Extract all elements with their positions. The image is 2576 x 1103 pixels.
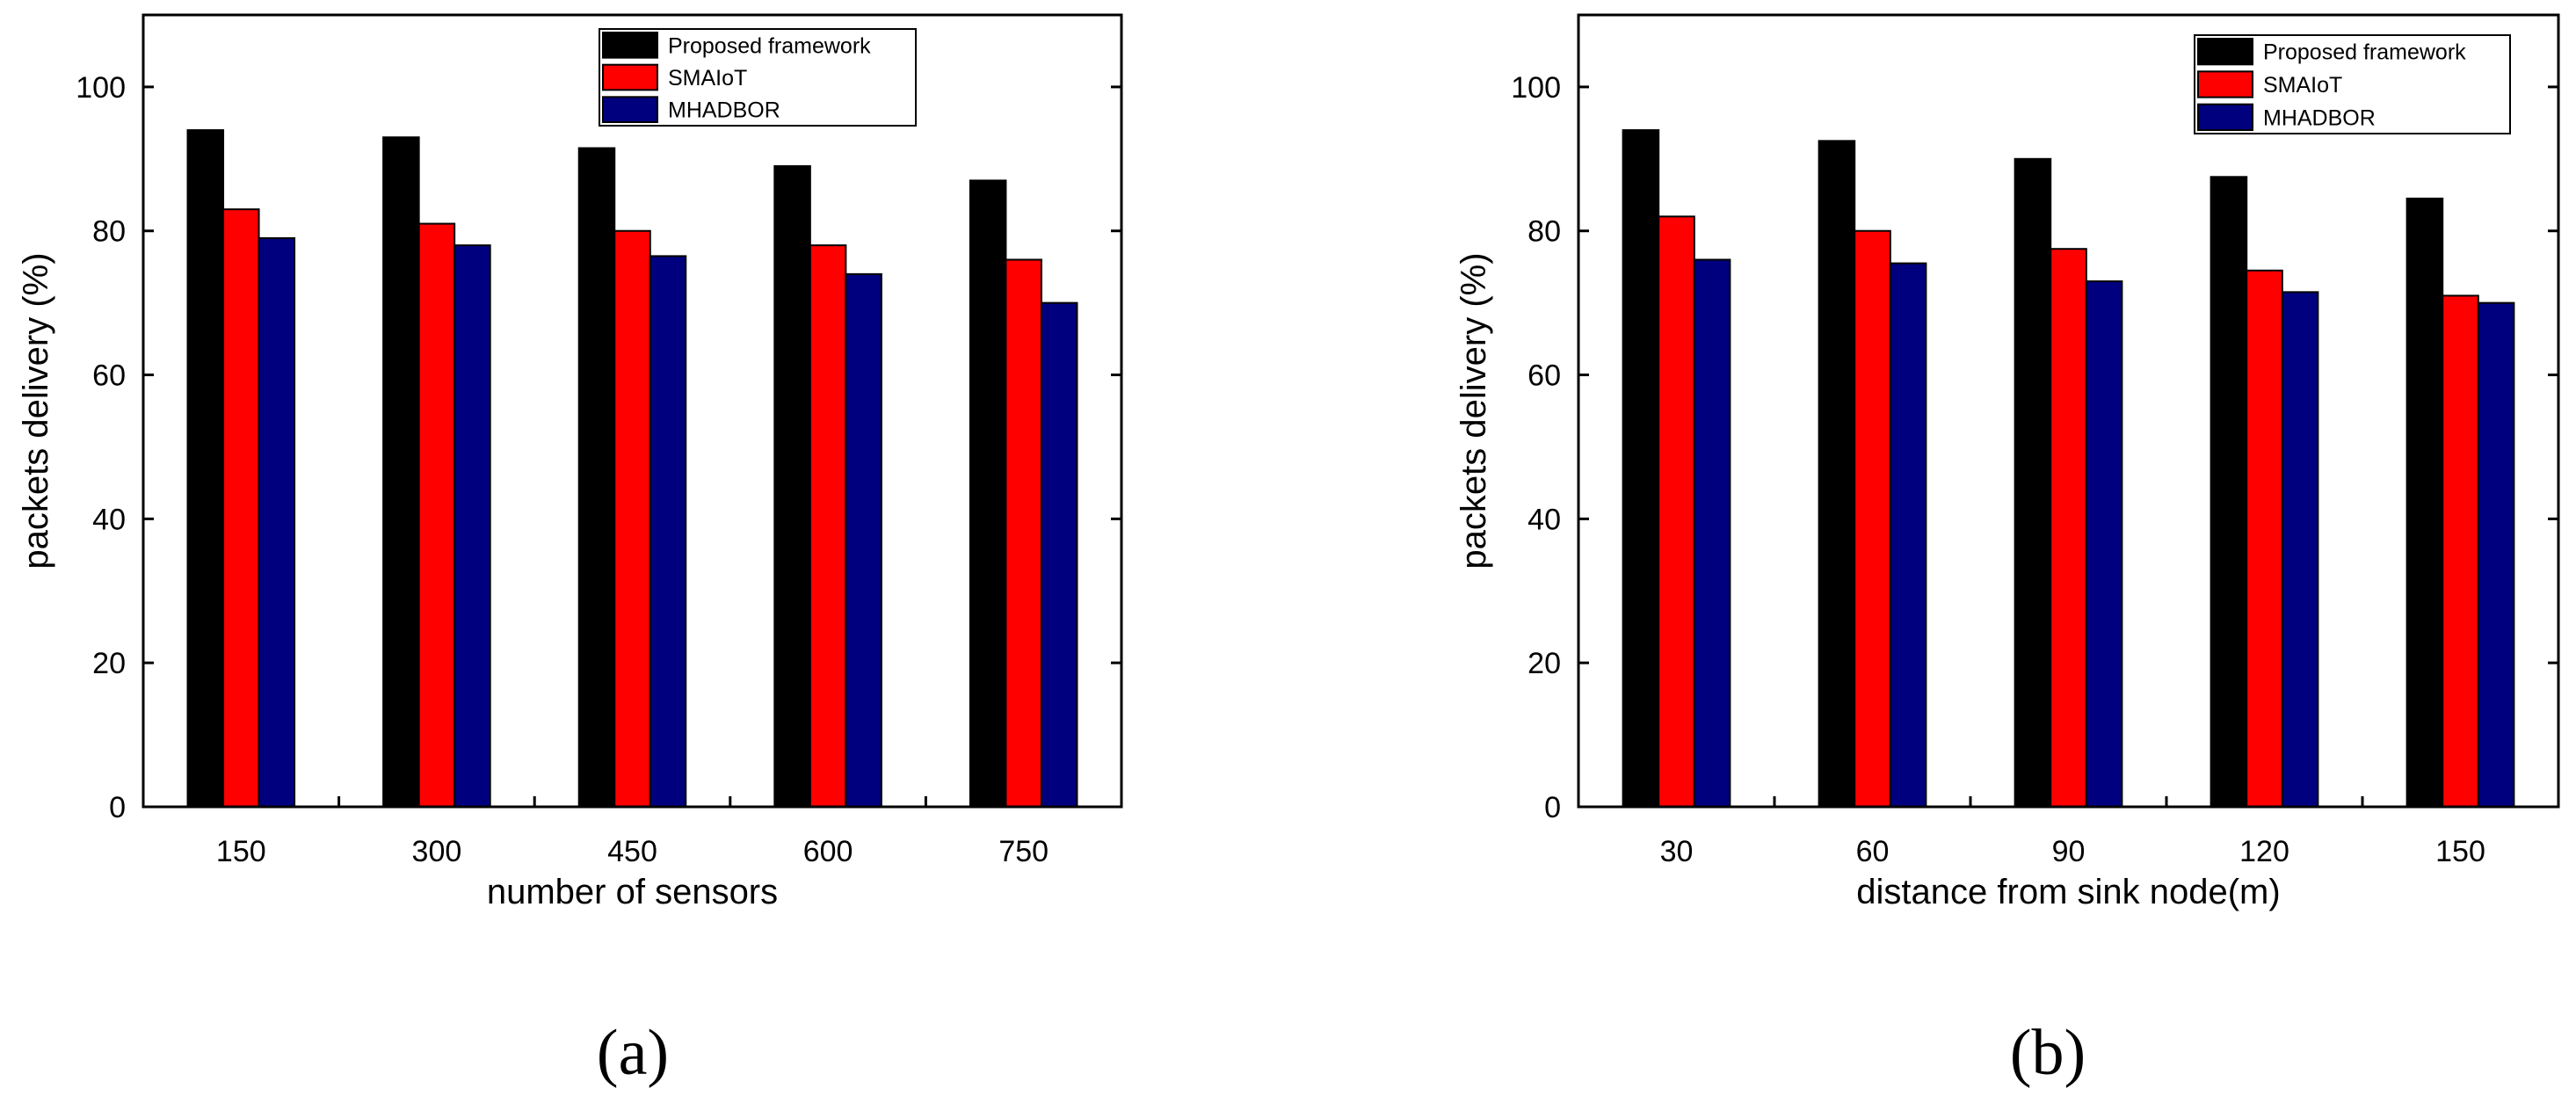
legend-swatch xyxy=(602,63,658,91)
bar xyxy=(1818,140,1856,809)
legend-swatch xyxy=(2197,38,2253,66)
legend-swatch xyxy=(602,96,658,124)
y-tick-label: 80 xyxy=(92,215,126,249)
legend: Proposed framework SMAIoT MHADBOR xyxy=(2194,34,2511,134)
panel-label: (a) xyxy=(597,1017,669,1089)
x-tick-label: 30 xyxy=(1660,835,1694,868)
x-tick-label: 150 xyxy=(2435,835,2485,868)
chart-panel-b: 0 20 40 60 80 100 30 60 90 120 150 distance from si… xyxy=(1455,13,2560,1089)
y-tick-label: 60 xyxy=(92,359,126,393)
bar xyxy=(1005,258,1042,808)
bar xyxy=(2050,248,2087,809)
bar xyxy=(613,229,651,808)
bar xyxy=(1693,258,1731,808)
bar xyxy=(2246,269,2283,808)
bar xyxy=(969,179,1007,808)
bar xyxy=(222,208,260,808)
y-tick-label: 100 xyxy=(76,71,126,105)
bar xyxy=(845,272,882,808)
bar xyxy=(2477,301,2515,808)
legend-label: MHADBOR xyxy=(2263,105,2376,130)
y-tick-label: 20 xyxy=(1527,647,1561,680)
bar xyxy=(1622,129,1660,808)
y-tick-label: 20 xyxy=(92,647,126,680)
y-axis-title: packets delivery (%) xyxy=(1455,252,1493,569)
bar xyxy=(382,136,420,808)
bar xyxy=(1658,215,1695,808)
y-axis-title: packets delivery (%) xyxy=(17,252,55,569)
y-tick-label: 0 xyxy=(109,791,126,824)
bar xyxy=(773,165,811,808)
legend-swatch xyxy=(2197,103,2253,131)
legend-label: Proposed framework xyxy=(668,33,871,58)
bar xyxy=(1889,262,1927,808)
x-tick-label: 120 xyxy=(2239,835,2289,868)
chart-panel-a: 0 20 40 60 80 100 150 300 450 600 750 number of sen… xyxy=(17,13,1123,1089)
y-tick-label: 40 xyxy=(92,503,126,536)
y-tick-label: 0 xyxy=(1544,791,1561,824)
x-axis-title: distance from sink node(m) xyxy=(1856,873,2280,911)
panel-label: (b) xyxy=(2010,1017,2086,1089)
bar xyxy=(809,244,847,809)
y-tick-label: 80 xyxy=(1527,215,1561,249)
bar xyxy=(186,129,225,808)
x-tick-label: 750 xyxy=(998,835,1049,868)
bar xyxy=(454,244,491,809)
legend: Proposed framework SMAIoT MHADBOR xyxy=(599,28,917,127)
bar xyxy=(2210,176,2248,808)
x-tick-label: 450 xyxy=(607,835,657,868)
bar xyxy=(1854,229,1891,808)
x-tick-label: 90 xyxy=(2052,835,2086,868)
x-axis-title: number of sensors xyxy=(487,873,778,911)
legend-swatch xyxy=(602,32,658,59)
bar xyxy=(258,236,296,809)
y-tick-label: 60 xyxy=(1527,359,1561,393)
x-tick-label: 300 xyxy=(412,835,462,868)
bar xyxy=(2014,157,2052,808)
bar xyxy=(1040,301,1078,808)
bar xyxy=(577,147,616,809)
x-tick-label: 600 xyxy=(803,835,853,868)
legend-label: MHADBOR xyxy=(668,98,780,123)
legend-label: SMAIoT xyxy=(668,66,747,91)
y-tick-label: 40 xyxy=(1527,503,1561,536)
legend-swatch xyxy=(2197,70,2253,98)
bar xyxy=(2281,291,2319,809)
x-tick-label: 150 xyxy=(216,835,266,868)
legend-label: SMAIoT xyxy=(2263,73,2342,98)
plot-frame xyxy=(141,13,1123,809)
plot-frame xyxy=(1577,13,2560,809)
bar xyxy=(2085,280,2123,808)
x-tick-label: 60 xyxy=(1856,835,1890,868)
legend-label: Proposed framework xyxy=(2263,40,2466,65)
y-tick-label: 100 xyxy=(1511,71,1561,105)
bar xyxy=(2405,197,2444,809)
bar xyxy=(2442,294,2479,809)
bar xyxy=(649,255,687,808)
bar xyxy=(417,222,456,808)
